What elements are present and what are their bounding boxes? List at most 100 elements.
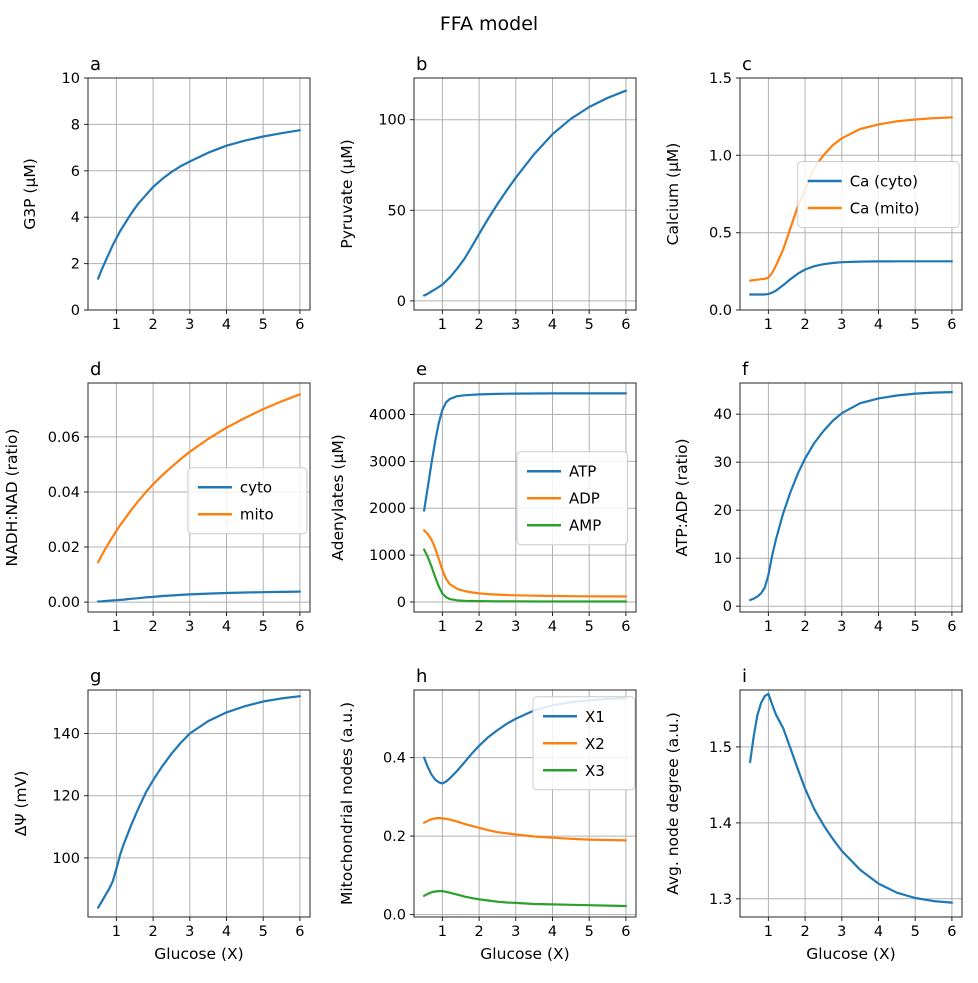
x-axis-label-i: Glucose (X) (806, 945, 895, 963)
svg-text:1: 1 (112, 619, 121, 635)
svg-text:4: 4 (548, 317, 557, 333)
x-axis-label-h: Glucose (X) (480, 945, 569, 963)
y-axis-label-a: G3P (µM) (21, 158, 39, 229)
panel-letter-h: h (416, 666, 427, 687)
grid-lines (88, 690, 310, 917)
panel-letter-b: b (416, 54, 427, 75)
svg-text:1: 1 (112, 317, 121, 333)
svg-text:4: 4 (222, 317, 231, 333)
svg-text:0.5: 0.5 (709, 226, 732, 242)
axes-frame-d (87, 382, 311, 613)
svg-text:6: 6 (947, 317, 956, 333)
svg-text:0: 0 (397, 595, 406, 611)
subplot-g: 1 2 3 4 5 6 100 120 140 g ΔΨ (mV) Glucose (X) (0, 655, 326, 979)
svg-text:3: 3 (185, 317, 194, 333)
svg-text:1.5: 1.5 (709, 740, 732, 756)
y-axis-label-c: Calcium (µM) (664, 143, 682, 246)
subplot-a: 1 2 3 4 5 6 0 2 4 6 8 10 a G3P (µM) (0, 48, 326, 348)
svg-text:3: 3 (185, 924, 194, 940)
legend-h: X1 X2 X3 (532, 696, 636, 791)
subplot-b: 1 2 3 4 5 6 0 50 100 b Pyruvate (µM) (326, 48, 652, 348)
panel-letter-g: g (90, 666, 101, 687)
svg-text:2: 2 (800, 619, 809, 635)
grid-lines (740, 690, 962, 917)
svg-text:5: 5 (259, 924, 268, 940)
svg-text:0: 0 (397, 294, 406, 310)
legend-e: ATP ADP AMP (516, 451, 628, 546)
legend-c: Ca (cyto) Ca (mito) (797, 161, 960, 228)
curve-i-avg-node-degree (748, 692, 953, 904)
svg-text:1.4: 1.4 (709, 816, 732, 832)
curve-c-ca-cyto (748, 260, 953, 296)
svg-text:2: 2 (800, 924, 809, 940)
subplot-e: 1 2 3 4 5 6 0 1000 2000 3000 4000 e Adenylates (µM) A… (326, 348, 652, 655)
panel-letter-a: a (90, 54, 101, 75)
y-axis-label-h: Mitochondrial nodes (a.u.) (338, 702, 356, 905)
axes-frame-b (413, 77, 637, 311)
svg-text:5: 5 (259, 317, 268, 333)
y-axis-label-g: ΔΨ (mV) (12, 771, 30, 837)
panel-letter-d: d (90, 359, 101, 380)
tick-marks (84, 733, 301, 921)
y-axis-label-i: Avg. node degree (a.u.) (664, 712, 682, 895)
svg-text:0.2: 0.2 (383, 829, 406, 845)
svg-text:5: 5 (911, 924, 920, 940)
svg-text:5: 5 (911, 619, 920, 635)
svg-text:4: 4 (548, 619, 557, 635)
svg-text:0: 0 (71, 303, 80, 319)
svg-text:4: 4 (222, 924, 231, 940)
svg-text:8: 8 (71, 117, 80, 133)
svg-text:3000: 3000 (369, 454, 406, 470)
tick-marks (410, 119, 627, 314)
tick-labels: 1 2 3 4 5 6 1.3 1.4 1.5 (709, 740, 957, 940)
tick-marks (736, 77, 953, 314)
svg-text:2: 2 (474, 924, 483, 940)
subplot-h: 1 2 3 4 5 6 0.0 0.2 0.4 h Mitochondrial nodes (a.u… (326, 655, 652, 979)
svg-text:6: 6 (621, 619, 630, 635)
tick-marks (410, 414, 627, 616)
grid-lines (88, 77, 310, 311)
svg-text:2: 2 (474, 619, 483, 635)
svg-text:5: 5 (259, 619, 268, 635)
panel-letter-f: f (742, 359, 749, 380)
legend-label-atp: ATP (569, 463, 596, 481)
legend-label-x2: X2 (585, 735, 605, 753)
svg-text:4: 4 (874, 619, 883, 635)
svg-text:2: 2 (800, 317, 809, 333)
subplot-d: 1 2 3 4 5 6 0.00 0.02 0.04 0.06 d NADH:NAD (ratio) c… (0, 348, 326, 655)
svg-text:4: 4 (548, 924, 557, 940)
svg-text:1: 1 (112, 924, 121, 940)
svg-text:6: 6 (295, 619, 304, 635)
svg-text:1000: 1000 (369, 548, 406, 564)
y-axis-label-e: Adenylates (µM) (329, 434, 347, 560)
tick-marks (84, 77, 301, 314)
panel-letter-e: e (416, 359, 427, 380)
axes-frame-g (87, 689, 311, 918)
svg-text:20: 20 (714, 503, 732, 519)
svg-text:2: 2 (474, 317, 483, 333)
svg-text:3: 3 (511, 317, 520, 333)
legend-d: cyto mito (187, 467, 308, 535)
legend-label-x1: X1 (585, 708, 605, 726)
svg-text:5: 5 (585, 619, 594, 635)
svg-text:0.04: 0.04 (48, 485, 80, 501)
subplot-e-canvas: 1 2 3 4 5 6 0 1000 2000 3000 4000 e Adenylates (µM) A… (329, 359, 637, 635)
svg-text:1: 1 (438, 619, 447, 635)
legend-label-amp: AMP (569, 517, 601, 535)
tick-labels: 1 2 3 4 5 6 0.00 0.02 0.04 0.06 (48, 430, 305, 635)
tick-labels: 1 2 3 4 5 6 0.0 0.2 0.4 (383, 751, 631, 940)
subplot-c: 1 2 3 4 5 6 0.0 0.5 1.0 1.5 c Calcium (µM) Ca (cyto)… (652, 48, 978, 348)
curve-e-atp (422, 392, 627, 512)
svg-text:4: 4 (874, 317, 883, 333)
tick-marks (736, 413, 953, 616)
tick-marks (410, 757, 627, 921)
subplot-a-canvas: 1 2 3 4 5 6 0 2 4 6 8 10 a G3P (µM) (21, 54, 311, 333)
curve-e-amp (422, 548, 627, 603)
charts-grid: 1 2 3 4 5 6 0 2 4 6 8 10 a G3P (µM) 1 2 3 4 5 6 0 50 100 b Pyruv… (0, 48, 978, 979)
svg-text:3: 3 (511, 619, 520, 635)
svg-text:3: 3 (511, 924, 520, 940)
tick-labels: 1 2 3 4 5 6 0.0 0.5 1.0 1.5 (709, 71, 957, 333)
curve-h-x3 (422, 890, 627, 908)
svg-text:3: 3 (837, 317, 846, 333)
subplot-c-canvas: 1 2 3 4 5 6 0.0 0.5 1.0 1.5 c Calcium (µM) Ca (cyto)… (664, 54, 963, 333)
